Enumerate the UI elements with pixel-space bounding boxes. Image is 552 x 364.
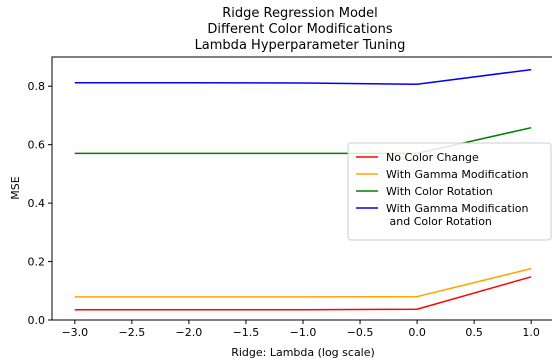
y-axis-label: MSE — [9, 176, 22, 199]
y-tick-label: 0.0 — [28, 314, 46, 327]
series-line-3 — [74, 68, 532, 85]
chart-title-line-3: Lambda Hyperparameter Tuning — [195, 38, 406, 53]
legend: No Color Change With Gamma Modification Wi… — [347, 142, 552, 241]
y-tick-label: 0.2 — [28, 256, 46, 269]
legend-label-1: With Gamma Modification — [386, 168, 528, 181]
chart-title-line-2: Different Color Modifications — [207, 22, 392, 37]
x-tick-label: −1.0 — [290, 326, 317, 339]
series-line-0 — [74, 276, 532, 311]
x-tick-label: 0.0 — [408, 326, 426, 339]
x-tick-label: −3.0 — [61, 326, 88, 339]
legend-label-0: No Color Change — [386, 151, 479, 164]
plot-area-frame — [51, 56, 552, 321]
series-layer — [74, 68, 532, 311]
legend-label-2: With Color Rotation — [386, 185, 493, 198]
y-tick-label: 0.6 — [28, 139, 46, 152]
x-axis-label: Ridge: Lambda (log scale) — [231, 346, 375, 359]
y-tick-label: 0.8 — [28, 80, 46, 93]
legend-label-3: With Gamma Modification and Color Rotati… — [386, 202, 528, 228]
x-axis-ticks: −3.0 −2.5 −2.0 −1.5 −1.0 −0.5 0.0 0.5 1.0 — [61, 320, 540, 339]
x-tick-label: −2.5 — [119, 326, 146, 339]
legend-box — [347, 142, 552, 241]
x-tick-label: −0.5 — [347, 326, 374, 339]
x-tick-label: 0.5 — [465, 326, 483, 339]
x-tick-label: −1.5 — [233, 326, 260, 339]
x-tick-label: −2.0 — [176, 326, 203, 339]
y-axis-ticks: 0.0 0.2 0.4 0.6 0.8 — [28, 80, 52, 327]
chart-title-line-1: Ridge Regression Model — [222, 6, 378, 21]
series-line-1 — [74, 267, 532, 298]
x-tick-label: 1.0 — [522, 326, 540, 339]
y-tick-label: 0.4 — [28, 197, 46, 210]
